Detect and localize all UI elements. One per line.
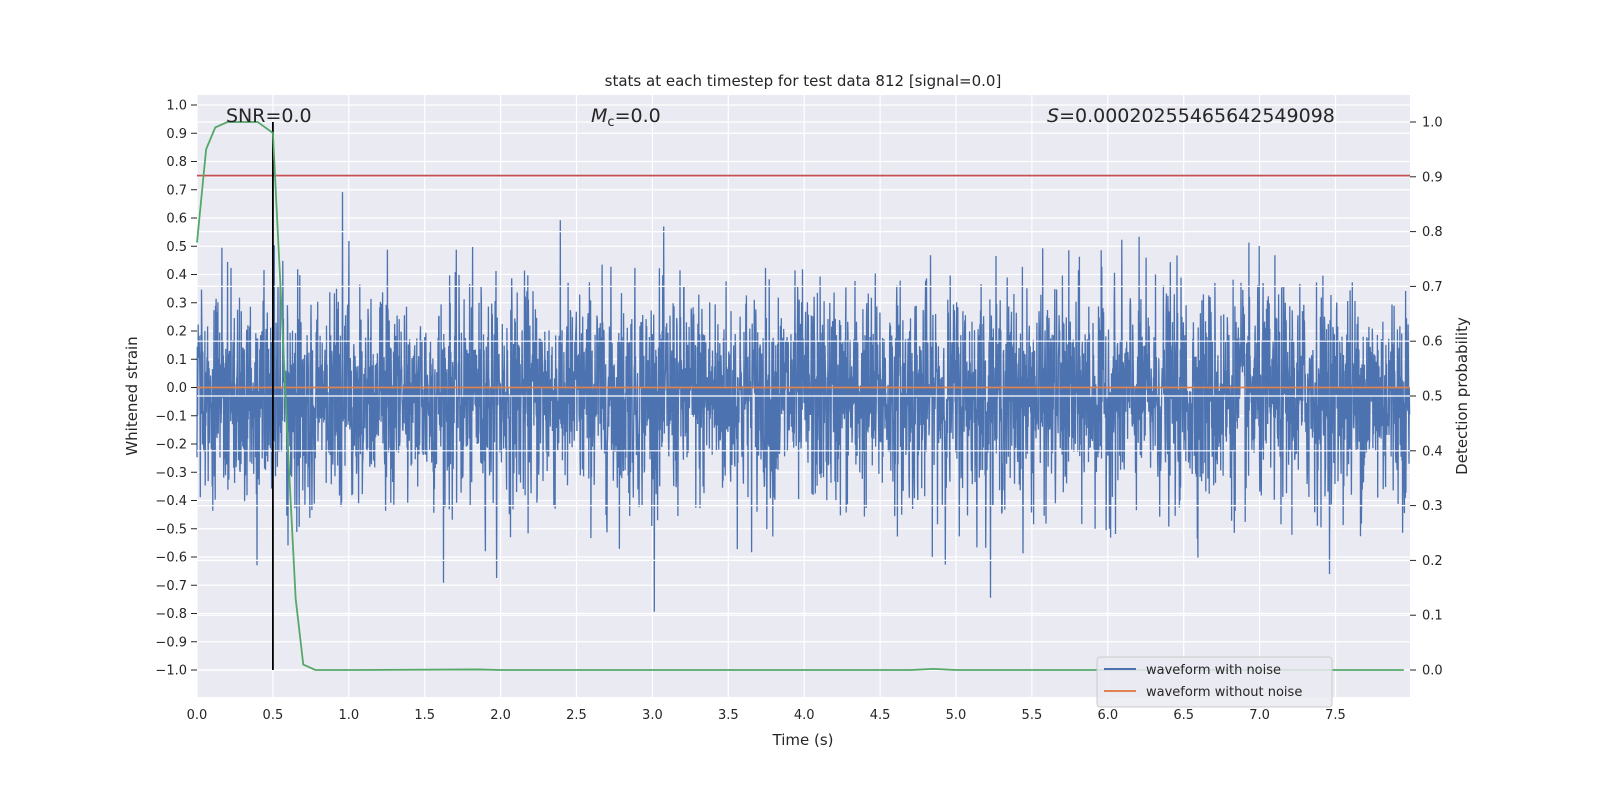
legend-label-clean: waveform without noise <box>1146 685 1302 700</box>
y-tick-label: 0.7 <box>166 183 187 198</box>
y-right-tick-label: 0.4 <box>1422 444 1443 459</box>
y-right-tick-label: 0.0 <box>1422 664 1443 679</box>
y-tick-label: 0.3 <box>166 296 187 311</box>
x-axis-label: Time (s) <box>772 731 834 749</box>
y-tick-label: −0.3 <box>155 466 187 481</box>
x-tick-label: 5.0 <box>946 708 967 723</box>
y-right-tick-label: 0.3 <box>1422 499 1443 514</box>
y-tick-label: 0.6 <box>166 212 187 227</box>
y-tick-label: 0.4 <box>166 268 187 283</box>
y-right-tick-label: 0.8 <box>1422 225 1443 240</box>
x-tick-label: 2.0 <box>490 708 511 723</box>
x-tick-label: 1.0 <box>338 708 359 723</box>
x-tick-label: 7.5 <box>1325 708 1346 723</box>
x-tick-label: 5.5 <box>1022 708 1043 723</box>
y-tick-label: −0.1 <box>155 409 187 424</box>
y-tick-label: 0.0 <box>166 381 187 396</box>
y-tick-label: −1.0 <box>155 664 187 679</box>
annotation-s: S=0.00020255465642549098 <box>1047 105 1335 127</box>
x-tick-label: 7.0 <box>1249 708 1270 723</box>
y-axis-right-label: Detection probability <box>1453 317 1471 475</box>
y-tick-label: −0.8 <box>155 607 187 622</box>
y-axis-label: Whitened strain <box>123 336 141 455</box>
y-tick-label: 0.5 <box>166 240 187 255</box>
y-right-tick-label: 0.2 <box>1422 554 1443 569</box>
legend-label-noise: waveform with noise <box>1146 663 1281 678</box>
y-tick-label: −0.2 <box>155 438 187 453</box>
chart-title: stats at each timestep for test data 812… <box>605 72 1002 90</box>
y-tick-label: 0.2 <box>166 325 187 340</box>
x-tick-label: 3.5 <box>718 708 739 723</box>
y-right-tick-label: 0.5 <box>1422 390 1443 405</box>
y-right-tick-label: 0.6 <box>1422 335 1443 350</box>
y-tick-label: −0.5 <box>155 522 187 537</box>
legend: waveform with noise waveform without noi… <box>1096 656 1333 708</box>
annotation-mc: Mc=0.0 <box>591 105 661 130</box>
series-detection-probability <box>196 121 1404 671</box>
x-tick-label: 6.0 <box>1097 708 1118 723</box>
x-tick-label: 1.5 <box>414 708 435 723</box>
legend-box <box>1096 656 1333 708</box>
y-tick-label: −0.6 <box>155 551 187 566</box>
y-tick-label: 0.1 <box>166 353 187 368</box>
y-tick-label: −0.4 <box>155 494 187 509</box>
y-tick-label: 0.8 <box>166 155 187 170</box>
annotation-snr: SNR=0.0 <box>226 105 312 127</box>
x-tick-label: 4.5 <box>870 708 891 723</box>
x-tick-label: 2.5 <box>566 708 587 723</box>
y-right-tick-label: 1.0 <box>1422 116 1443 131</box>
y-tick-label: −0.9 <box>155 635 187 650</box>
x-tick-label: 0.0 <box>187 708 208 723</box>
y-tick-label: −0.7 <box>155 579 187 594</box>
y-right-tick-label: 0.7 <box>1422 280 1443 295</box>
y-right-tick-label: 0.1 <box>1422 609 1443 624</box>
x-tick-label: 4.0 <box>794 708 815 723</box>
y-tick-label: 1.0 <box>166 99 187 114</box>
x-tick-label: 3.0 <box>642 708 663 723</box>
series-waveform-with-noise <box>196 192 1411 612</box>
x-tick-label: 6.5 <box>1173 708 1194 723</box>
y-right-tick-label: 0.9 <box>1422 170 1443 185</box>
x-tick-label: 0.5 <box>263 708 284 723</box>
y-tick-label: 0.9 <box>166 127 187 142</box>
